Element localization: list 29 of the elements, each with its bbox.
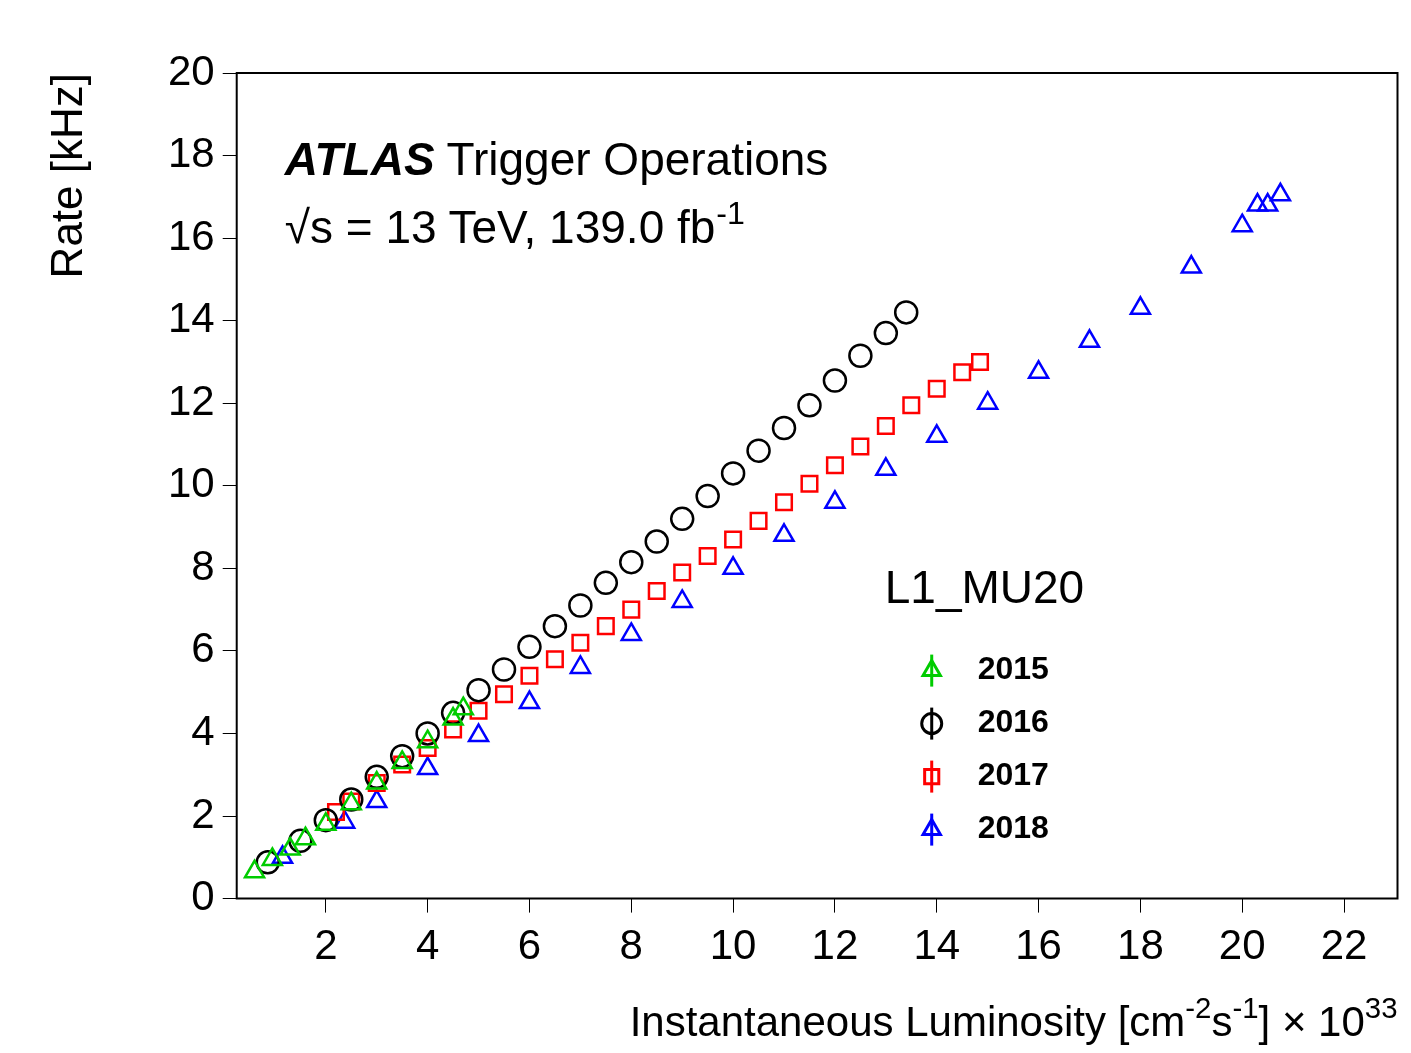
legend-label: 2018	[977, 809, 1049, 846]
y-tick-label: 8	[191, 541, 215, 589]
y-tick-label: 10	[168, 459, 215, 507]
y-tick-label: 2	[191, 789, 215, 837]
x-tick-label: 22	[1320, 921, 1368, 969]
legend-label: 2015	[977, 650, 1049, 687]
x-tick-label: 2	[314, 921, 338, 969]
x-tick-label: 6	[517, 921, 542, 969]
x-tick-label: 18	[1117, 921, 1164, 969]
y-tick-label: 16	[168, 211, 215, 259]
y-tick-label: 18	[168, 129, 215, 177]
x-tick-label: 4	[415, 921, 440, 969]
y-tick-label: 14	[168, 294, 215, 342]
y-tick-label: 12	[168, 376, 215, 424]
x-tick-label: 14	[913, 921, 961, 969]
legend-label: 2016	[977, 703, 1049, 740]
x-tick-label: 20	[1218, 921, 1266, 969]
y-tick-label: 4	[191, 707, 215, 755]
annotation: L1_MU20	[884, 561, 1085, 613]
x-tick-label: 12	[811, 921, 859, 969]
text: ATLAS Trigger Operations	[283, 133, 829, 185]
y-tick-label: 6	[191, 624, 215, 672]
legend-label: 2017	[977, 756, 1049, 793]
x-tick-label: 16	[1015, 921, 1062, 969]
y-tick-label: 20	[168, 46, 215, 94]
y-axis-title: Rate [kHz]	[42, 73, 91, 279]
x-tick-label: 10	[709, 921, 757, 969]
x-tick-label: 8	[619, 921, 643, 969]
y-tick-label: 0	[191, 872, 215, 920]
